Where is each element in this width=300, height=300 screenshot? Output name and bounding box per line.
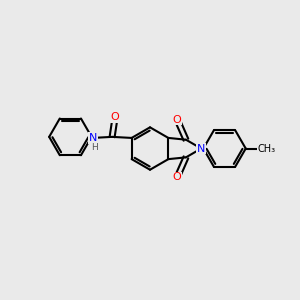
Text: O: O (111, 112, 119, 122)
Text: O: O (173, 172, 182, 182)
Text: CH₃: CH₃ (258, 143, 276, 154)
Text: O: O (173, 115, 182, 125)
Text: H: H (91, 143, 98, 152)
Text: N: N (197, 143, 206, 154)
Text: N: N (88, 133, 97, 143)
